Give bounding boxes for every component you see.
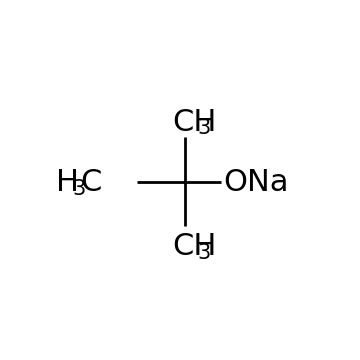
Text: H: H (56, 168, 79, 197)
Text: 3: 3 (197, 118, 210, 138)
Text: C: C (81, 168, 102, 197)
Text: ONa: ONa (223, 168, 288, 197)
Text: 3: 3 (197, 243, 210, 263)
Text: 3: 3 (72, 179, 86, 199)
Text: CH: CH (172, 108, 216, 136)
Text: CH: CH (172, 232, 216, 261)
